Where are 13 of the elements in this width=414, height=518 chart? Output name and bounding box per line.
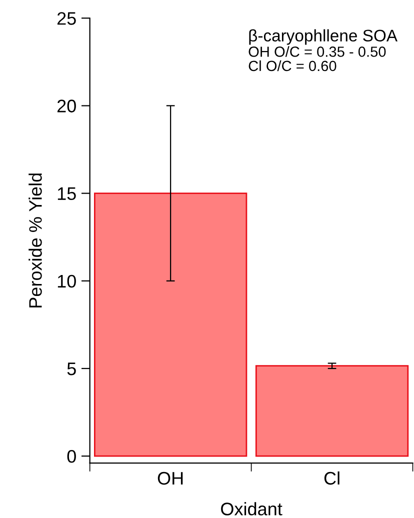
y-axis-title: Peroxide % Yield bbox=[28, 174, 42, 308]
x-tick-label: OH bbox=[158, 472, 183, 485]
y-tick-label: 10 bbox=[58, 274, 76, 288]
y-tick-label: 0 bbox=[67, 450, 76, 463]
annotation: β-caryophllene SOA bbox=[249, 29, 398, 45]
x-axis-title: Oxidant bbox=[221, 502, 282, 516]
annotation: OH O/C = 0.35 - 0.50 bbox=[248, 46, 386, 57]
y-tick-label: 5 bbox=[67, 362, 76, 376]
x-tick-label: Cl bbox=[324, 471, 340, 485]
annotation: Cl O/C = 0.60 bbox=[248, 60, 336, 72]
y-tick-label: 20 bbox=[57, 100, 76, 112]
y-tick-label: 15 bbox=[58, 187, 76, 200]
y-tick-label: 25 bbox=[57, 12, 76, 25]
